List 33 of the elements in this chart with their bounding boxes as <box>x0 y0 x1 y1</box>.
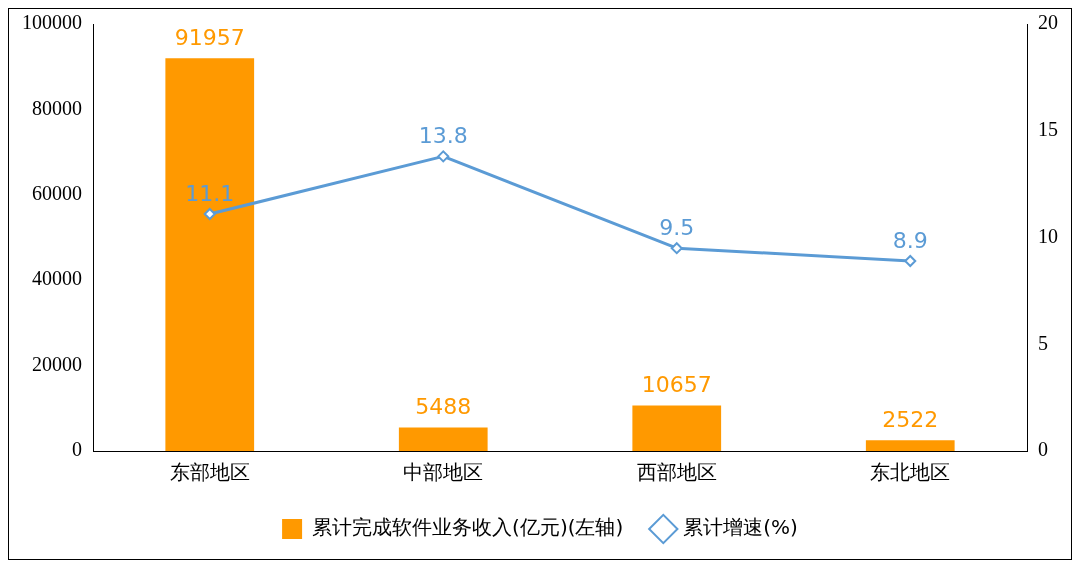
y2-tick-label: 15 <box>1038 118 1058 140</box>
data-label: 10657 <box>641 372 712 398</box>
y-tick-label: 0 <box>72 438 82 461</box>
data-label: 91957 <box>174 25 245 51</box>
legend-label: 累计增速(%) <box>683 515 798 540</box>
point <box>904 254 917 267</box>
data-label: 2522 <box>882 406 939 432</box>
data-label: 11.1 <box>185 180 235 206</box>
y-tick-label: 80000 <box>32 96 82 119</box>
data-label: 8.9 <box>892 227 928 253</box>
point <box>670 242 683 255</box>
y2-tick-label: 0 <box>1038 438 1048 461</box>
data-label: 5488 <box>415 394 472 420</box>
x-tick-label: 东北地区 <box>870 460 951 485</box>
point <box>203 208 216 221</box>
bar <box>865 440 955 451</box>
bar <box>632 405 722 451</box>
legend-label: 累计完成软件业务收入(亿元)(左轴) <box>312 515 624 540</box>
bar <box>398 427 488 451</box>
x-tick-label: 中部地区 <box>403 460 484 485</box>
y-tick-label: 40000 <box>32 267 82 290</box>
point <box>437 150 450 163</box>
x-tick-label: 西部地区 <box>636 460 717 485</box>
data-label: 13.8 <box>418 123 468 149</box>
y2-tick-label: 10 <box>1038 224 1058 247</box>
y2-tick-label: 5 <box>1038 331 1048 354</box>
data-label: 9.5 <box>659 214 695 240</box>
y-tick-label: 100000 <box>22 11 82 34</box>
x-tick-label: 东部地区 <box>169 460 250 485</box>
y2-tick-label: 20 <box>1038 11 1058 34</box>
y-tick-label: 20000 <box>32 352 82 375</box>
bar <box>165 58 255 451</box>
y-tick-label: 60000 <box>32 182 82 205</box>
